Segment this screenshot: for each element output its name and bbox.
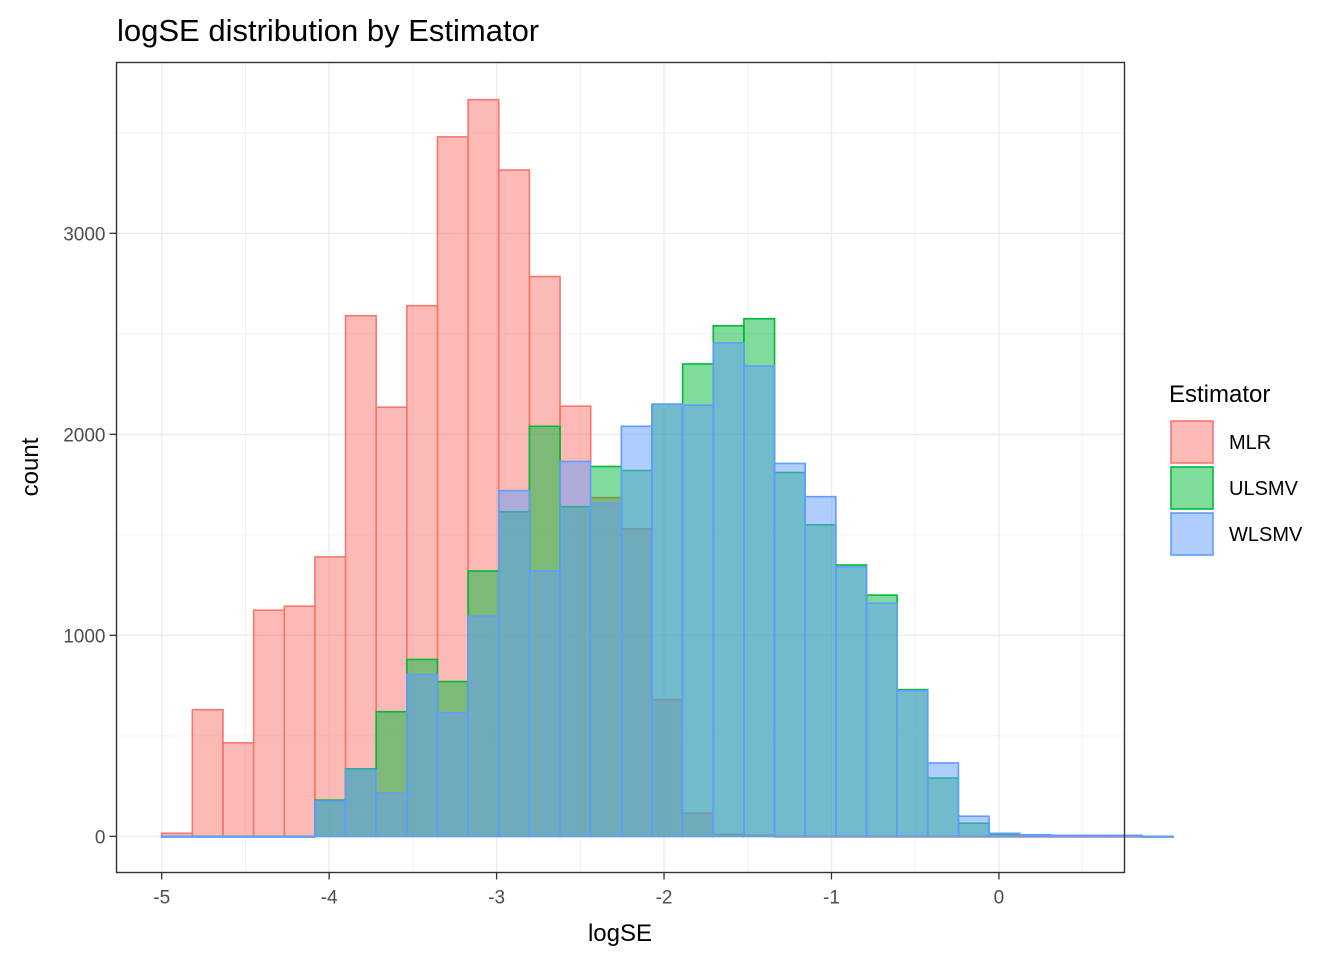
bar-wlsmv: [926, 762, 960, 838]
bar-mlr: [252, 609, 286, 838]
bar-wlsmv: [773, 462, 806, 838]
chart-title: logSE distribution by Estimator: [117, 13, 539, 48]
bar-mlr: [314, 556, 347, 838]
bar-wlsmv: [222, 835, 255, 838]
y-tick-label: 2000: [63, 425, 105, 446]
bar-wlsmv: [1080, 834, 1113, 838]
legend-title: Estimator: [1169, 381, 1270, 408]
legend: Estimator MLR ULSMV WLSMV: [1169, 381, 1303, 556]
x-tick-label: 0: [994, 888, 1005, 909]
x-tick-label: -1: [823, 888, 840, 909]
x-tick-label: -3: [488, 888, 505, 909]
bar-wlsmv: [314, 800, 347, 838]
bar-wlsmv: [406, 673, 439, 838]
bar-wlsmv: [896, 689, 929, 838]
y-axis: 0 1000 2000 3000: [63, 224, 117, 848]
bar-wlsmv: [283, 835, 316, 838]
series-wlsmv: [160, 342, 1174, 838]
bar-mlr: [222, 742, 255, 838]
bar-wlsmv: [835, 566, 868, 838]
bar-wlsmv: [1141, 835, 1174, 838]
x-tick-label: -4: [321, 888, 338, 909]
x-tick-label: -2: [656, 888, 673, 909]
bar-wlsmv: [344, 769, 378, 838]
bar-wlsmv: [743, 365, 776, 838]
legend-key-ulsmv: [1170, 466, 1214, 510]
legend-label-mlr: MLR: [1229, 432, 1271, 454]
bar-wlsmv: [865, 602, 898, 838]
legend-label-ulsmv: ULSMV: [1229, 478, 1299, 500]
bar-wlsmv: [804, 495, 837, 838]
histogram-bars: [160, 98, 1174, 838]
x-axis: -5 -4 -3 -2 -1 0: [153, 872, 1005, 909]
bar-wlsmv: [497, 489, 531, 838]
legend-label-wlsmv: WLSMV: [1229, 524, 1303, 546]
legend-key-wlsmv: [1170, 512, 1214, 556]
bar-wlsmv: [436, 711, 469, 838]
legend-key-mlr: [1170, 420, 1214, 464]
bar-wlsmv: [467, 615, 500, 838]
y-axis-title: count: [17, 437, 44, 496]
bar-wlsmv: [252, 835, 286, 838]
bar-wlsmv: [1049, 834, 1082, 838]
bar-wlsmv: [375, 792, 408, 838]
bar-mlr: [344, 314, 378, 838]
bar-wlsmv: [988, 832, 1021, 838]
y-tick-label: 0: [95, 827, 106, 848]
y-tick-label: 3000: [63, 224, 105, 245]
bar-wlsmv: [559, 460, 592, 838]
bar-wlsmv: [160, 835, 194, 838]
plot-border: [115, 61, 1126, 874]
bar-wlsmv: [528, 570, 561, 838]
bar-wlsmv: [589, 502, 623, 838]
bar-wlsmv: [620, 425, 653, 838]
bar-wlsmv: [1018, 833, 1052, 838]
bar-wlsmv: [1110, 834, 1144, 838]
bar-wlsmv: [957, 815, 990, 838]
y-tick-label: 1000: [63, 626, 105, 647]
bar-mlr: [191, 708, 224, 838]
x-axis-title: logSE: [588, 920, 652, 947]
bar-wlsmv: [712, 342, 745, 838]
bar-wlsmv: [191, 835, 224, 838]
x-tick-label: -5: [153, 888, 170, 909]
bar-wlsmv: [651, 403, 684, 838]
bar-wlsmv: [681, 404, 715, 838]
bar-mlr: [283, 605, 316, 838]
